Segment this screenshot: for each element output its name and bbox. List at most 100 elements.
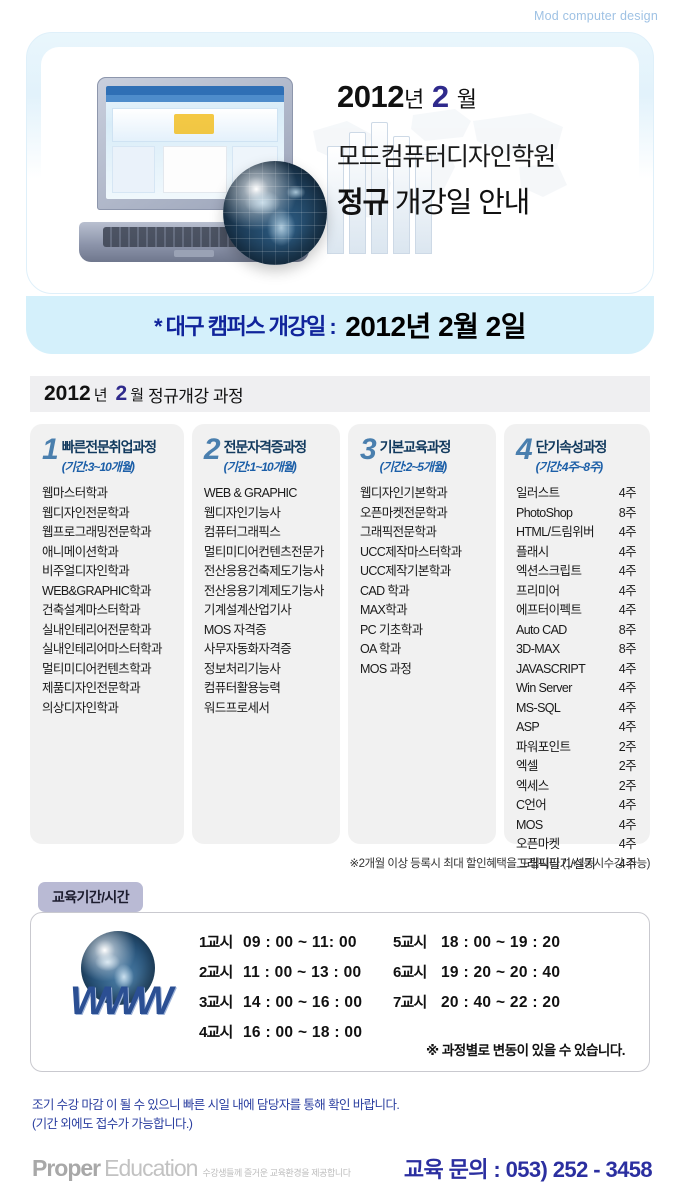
hero-year-unit: 년 <box>403 87 424 112</box>
course-name: 일러스트 <box>515 486 560 500</box>
list-item: MS-SQL 4주 <box>516 699 640 719</box>
hero-subtitle-bold: 정규 <box>337 187 389 219</box>
schedule-note: ※ 과정별로 변동이 있을 수 있습니다. <box>425 1043 626 1058</box>
hero-month-unit: 월 <box>456 87 477 112</box>
section-title-bar: 2012 년 2 월 정규개강 과정 <box>30 376 650 412</box>
list-item: 실내인테리어전문학과 <box>42 622 152 637</box>
column-4-title: 단기속성과정 <box>535 439 608 455</box>
list-item: 사무자동화자격증 <box>203 642 292 656</box>
course-name: 오픈마켓 <box>515 837 560 851</box>
list-item: MAX학과 <box>359 603 408 617</box>
list-item: 엑셀 2주 <box>516 757 640 777</box>
period-time: 20 : 40 ~ 22 : 20 <box>441 994 561 1011</box>
www-globe-icon: WWW <box>59 931 179 1041</box>
paper-fan-illustration <box>327 119 447 254</box>
list-item: 플래시 4주 <box>516 543 640 563</box>
list-item: 웹디자인기능사 <box>203 505 281 520</box>
course-weeks: 8주 <box>618 622 637 637</box>
period-time: 09 : 00 ~ 11: 00 <box>243 934 357 951</box>
course-name: 파워포인트 <box>515 739 571 754</box>
campus-opening-date: 2012년 2월 2일 <box>345 311 527 342</box>
period-time: 11 : 00 ~ 13 : 00 <box>243 964 362 981</box>
hero-academy-name: 모드컴퓨터디자인학원 <box>337 143 556 171</box>
course-weeks: 4주 <box>618 837 637 851</box>
schedule-row: 2교시 11 : 00 ~ 13 : 00 6교시 19 : 20 ~ 20 :… <box>199 961 560 982</box>
schedule-tag: 교육기간/시간 <box>38 882 143 912</box>
logo-tagline: 수강생들께 즐거운 교육환경을 제공합니다 <box>202 1168 351 1178</box>
section-year: 2012 <box>44 382 91 405</box>
column-2-header: 2 전문자격증과정 (기간:1~10개월) <box>204 435 330 475</box>
list-item: WEB & GRAPHIC <box>203 486 298 500</box>
list-item: 웹디자인전문학과 <box>42 505 130 520</box>
column-2-list: WEB & GRAPHIC 웹디자인기능사 컴퓨터그래픽스 멀티미디어컨텐츠전문… <box>204 484 330 718</box>
list-item: 엑세스 2주 <box>516 777 640 797</box>
hero-subtitle-rest: 개강일 안내 <box>387 187 530 219</box>
brand-logo: Proper Education 수강생들께 즐거운 교육환경을 제공합니다 <box>32 1155 351 1182</box>
section-title-rest: 정규개강 과정 <box>148 386 244 406</box>
laptop-lid <box>97 77 293 210</box>
hero-month: 2 <box>431 79 449 114</box>
course-name: 플래시 <box>515 544 549 559</box>
course-name: JAVASCRIPT <box>515 661 586 676</box>
period-label: 3교시 <box>199 994 233 1011</box>
list-item: 오픈마켓 4주 <box>516 835 640 855</box>
period-time: 19 : 20 ~ 20 : 40 <box>441 964 561 981</box>
contact-phone: 교육 문의 : 053) 252 - 3458 <box>403 1157 653 1182</box>
period-label: 5교시 <box>393 934 427 951</box>
list-item: 그래픽필기/실기 4주 <box>516 855 640 875</box>
course-weeks: 4주 <box>618 700 637 715</box>
list-item: PC 기초학과 <box>359 622 423 637</box>
list-item: 전산응용기계제도기능사 <box>203 583 325 598</box>
course-weeks: 4주 <box>618 681 637 695</box>
hero-year: 2012 <box>337 79 404 114</box>
column-1-title: 빠른전문취업과정 <box>61 439 157 455</box>
schedule-box: WWW 1교시 09 : 00 ~ 11: 00 5교시 18 : 00 ~ 1… <box>30 912 650 1072</box>
hero-date-line: 2012년 2 월 <box>337 79 619 115</box>
list-item: 웹마스터학과 <box>42 486 108 500</box>
list-item: 애니메이션학과 <box>42 544 119 559</box>
course-name: HTML/드림위버 <box>515 525 595 539</box>
course-weeks: 8주 <box>618 642 637 656</box>
list-item: 에프터이펙트 4주 <box>516 601 640 621</box>
list-item: JAVASCRIPT 4주 <box>516 660 640 680</box>
column-1-duration: (기간:3~10개월) <box>61 460 135 474</box>
course-name: MS-SQL <box>515 700 561 715</box>
course-weeks: 4주 <box>618 603 637 617</box>
column-3-title: 기본교육과정 <box>379 439 452 455</box>
section-month-unit: 월 <box>130 386 145 404</box>
footer-notice-line2: (기간 외에도 접수가 가능합니다.) <box>32 1117 193 1131</box>
section-month: 2 <box>115 382 128 405</box>
period-label: 6교시 <box>393 964 427 981</box>
list-item: 프리미어 4주 <box>516 582 640 602</box>
schedule-row: 1교시 09 : 00 ~ 11: 00 5교시 18 : 00 ~ 19 : … <box>199 931 560 952</box>
period-time: 18 : 00 ~ 19 : 20 <box>441 934 561 951</box>
course-name: 프리미어 <box>515 583 560 598</box>
list-item: 컴퓨터활용능력 <box>203 681 281 695</box>
course-weeks: 4주 <box>618 798 637 812</box>
list-item: 3D-MAX 8주 <box>516 640 640 660</box>
list-item: 건축설계마스터학과 <box>42 603 141 617</box>
period-label: 1교시 <box>199 934 233 951</box>
campus-opening-label: * 대구 캠퍼스 개강일 : <box>153 314 337 339</box>
list-item: Auto CAD 8주 <box>516 621 640 641</box>
course-weeks: 2주 <box>618 759 637 773</box>
period-label: 4교시 <box>199 1024 233 1041</box>
list-item: UCC제작마스터학과 <box>359 544 462 559</box>
list-item: 멀티미디어컨텐츠전문가 <box>203 544 325 559</box>
list-item: ASP 4주 <box>516 718 640 738</box>
column-1-number: 1 <box>42 433 59 466</box>
schedule-row: 3교시 14 : 00 ~ 16 : 00 7교시 20 : 40 ~ 22 :… <box>199 991 560 1012</box>
list-item: 전산응용건축제도기능사 <box>203 564 325 578</box>
section-year-unit: 년 <box>93 386 108 404</box>
course-weeks: 4주 <box>618 661 637 676</box>
course-name: MOS <box>515 817 543 832</box>
hero-text-block: 2012년 2 월 모드컴퓨터디자인학원 정규 개강일 안내 <box>337 79 619 221</box>
list-item: 멀티미디어컨텐츠학과 <box>42 661 152 676</box>
list-item: MOS 자격증 <box>203 622 267 637</box>
column-4-header: 4 단기속성과정 (기간:4주~8주) <box>516 435 640 475</box>
discount-note: ※2개월 이상 등록시 최대 할인혜택을 드립니다 (1+1동시수강 가능) <box>349 858 651 870</box>
column-3-list: 웹디자인기본학과 오픈마켓전문학과 그래픽전문학과 UCC제작마스터학과 UCC… <box>360 484 486 679</box>
list-item: OA 학과 <box>359 642 401 656</box>
list-item: 파워포인트 2주 <box>516 738 640 758</box>
list-item: 기계설계산업기사 <box>203 603 292 617</box>
